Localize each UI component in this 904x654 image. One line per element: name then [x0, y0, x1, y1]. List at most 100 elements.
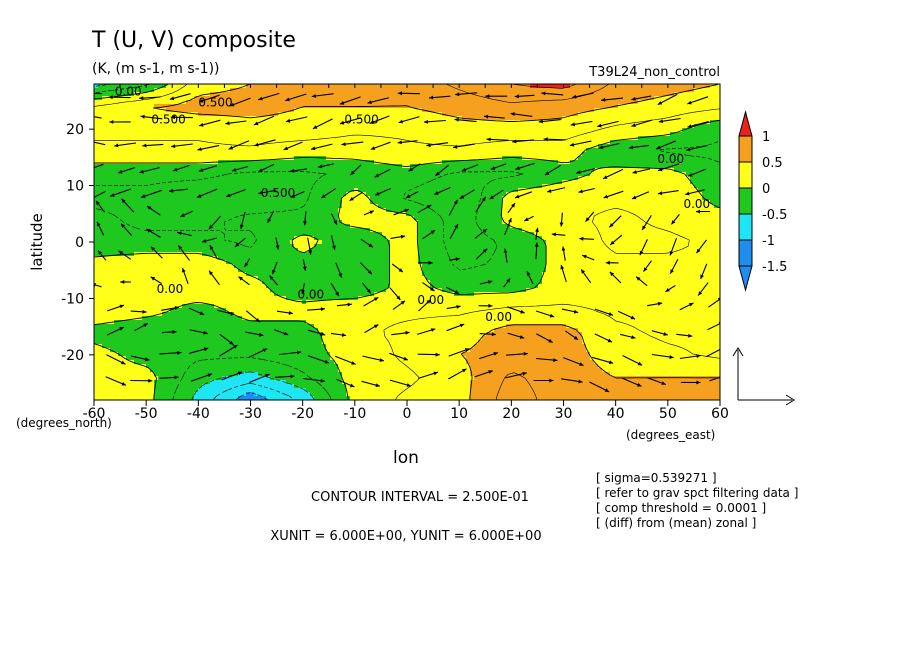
field-cell: [602, 180, 607, 185]
field-cell: [554, 160, 559, 165]
field-cell: [554, 84, 559, 89]
field-cell: [114, 124, 119, 129]
field-cell: [418, 204, 423, 209]
field-cell: [438, 100, 443, 105]
field-cell: [94, 168, 99, 173]
field-cell: [162, 128, 167, 133]
field-cell: [190, 96, 195, 101]
field-cell: [286, 100, 291, 105]
field-cell: [478, 104, 483, 109]
field-cell: [698, 168, 703, 173]
field-cell: [606, 84, 611, 89]
field-cell: [310, 116, 315, 121]
field-cell: [354, 168, 359, 173]
field-cell: [110, 172, 115, 177]
field-cell: [650, 192, 655, 197]
field-cell: [294, 92, 299, 97]
field-cell: [602, 172, 607, 177]
field-cell: [530, 176, 535, 181]
field-cell: [690, 184, 695, 189]
field-cell: [302, 172, 307, 177]
field-cell: [714, 92, 719, 97]
field-cell: [342, 164, 347, 169]
field-cell: [510, 88, 515, 93]
field-cell: [262, 188, 267, 193]
field-cell: [270, 88, 275, 93]
field-cell: [394, 184, 399, 189]
field-cell: [254, 116, 259, 121]
field-cell: [666, 168, 671, 173]
field-cell: [398, 148, 403, 153]
field-cell: [238, 128, 243, 133]
field-cell: [698, 132, 703, 137]
field-cell: [654, 148, 659, 153]
field-cell: [334, 140, 339, 145]
field-cell: [598, 84, 603, 89]
field-cell: [442, 184, 447, 189]
field-cell: [170, 140, 175, 145]
field-cell: [138, 128, 143, 133]
field-cell: [122, 140, 127, 145]
field-cell: [694, 132, 699, 137]
field-cell: [654, 176, 659, 181]
field-cell: [718, 168, 720, 173]
field-cell: [406, 192, 411, 197]
field-cell: [690, 140, 695, 145]
field-cell: [454, 108, 459, 113]
field-cell: [490, 172, 495, 177]
field-cell: [434, 148, 439, 153]
field-cell: [478, 208, 483, 213]
field-cell: [462, 100, 467, 105]
field-cell: [658, 136, 663, 141]
field-cell: [454, 184, 459, 189]
field-cell: [354, 176, 359, 181]
field-cell: [222, 176, 227, 181]
field-cell: [322, 152, 327, 157]
field-cell: [510, 196, 515, 201]
field-cell: [190, 144, 195, 149]
field-cell: [182, 132, 187, 137]
field-cell: [222, 140, 227, 145]
field-cell: [322, 172, 327, 177]
field-cell: [374, 184, 379, 189]
field-cell: [226, 132, 231, 137]
field-cell: [362, 88, 367, 93]
field-cell: [282, 96, 287, 101]
field-cell: [362, 144, 367, 149]
field-cell: [154, 156, 159, 161]
field-cell: [390, 120, 395, 125]
field-cell: [670, 112, 675, 117]
field-cell: [342, 136, 347, 141]
field-cell: [302, 132, 307, 137]
field-cell: [598, 152, 603, 157]
field-cell: [574, 204, 579, 209]
field-cell: [186, 124, 191, 129]
field-cell: [346, 184, 351, 189]
field-cell: [622, 200, 627, 205]
field-cell: [298, 184, 303, 189]
field-cell: [390, 184, 395, 189]
field-cell: [474, 128, 479, 133]
field-cell: [382, 112, 387, 117]
field-cell: [630, 184, 635, 189]
field-cell: [270, 192, 275, 197]
field-cell: [306, 140, 311, 145]
field-cell: [478, 152, 483, 157]
field-cell: [326, 112, 331, 117]
field-cell: [222, 196, 227, 201]
field-cell: [358, 208, 363, 213]
field-cell: [158, 112, 163, 117]
field-cell: [410, 124, 415, 129]
field-cell: [514, 120, 519, 125]
field-cell: [554, 152, 559, 157]
field-cell: [506, 108, 511, 113]
field-cell: [650, 136, 655, 141]
field-cell: [414, 144, 419, 149]
field-cell: [298, 156, 303, 161]
field-cell: [126, 184, 131, 189]
field-cell: [318, 168, 323, 173]
field-cell: [514, 108, 519, 113]
field-cell: [534, 144, 539, 149]
field-cell: [210, 184, 215, 189]
field-cell: [566, 100, 571, 105]
